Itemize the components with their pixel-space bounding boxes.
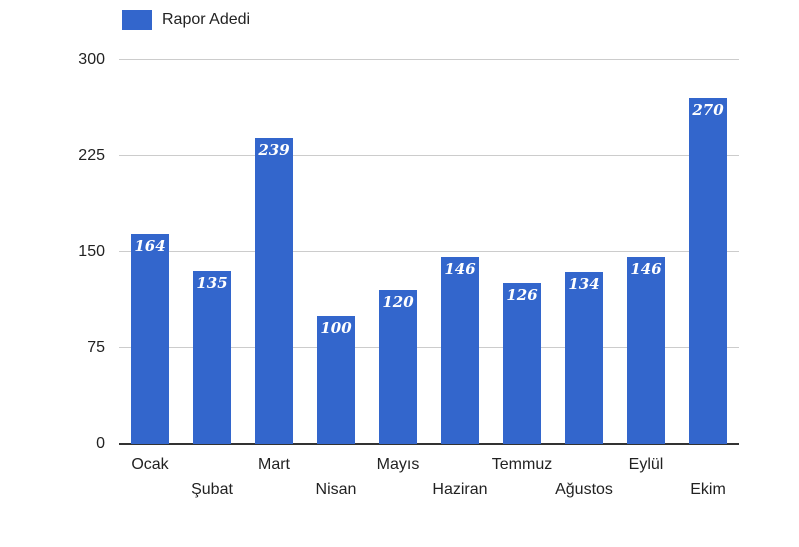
x-axis-label-mart: Mart	[258, 456, 290, 473]
x-axis-label-ekim: Ekim	[690, 481, 726, 498]
bar-eylül[interactable]: 146	[627, 257, 665, 444]
bar-value-label: 164	[134, 237, 166, 256]
bar-value-label: 120	[382, 293, 414, 312]
bar-ocak[interactable]: 164	[131, 234, 169, 444]
bar-value-label: 126	[506, 285, 538, 304]
bar-value-label: 100	[320, 319, 352, 337]
bar-ağustos[interactable]: 134	[565, 272, 603, 444]
bar-mayıs[interactable]: 120	[379, 290, 417, 444]
bar-nisan[interactable]: 100	[317, 316, 355, 444]
x-axis-label-ocak: Ocak	[131, 456, 169, 473]
legend-swatch-icon	[122, 9, 152, 30]
bar-value-label: 270	[692, 101, 724, 120]
bar-value-label: 146	[444, 260, 476, 279]
gridline	[119, 251, 739, 252]
bar-mart[interactable]: 239	[255, 138, 293, 444]
y-axis-tick-label: 150	[78, 243, 105, 260]
bar-value-label: 134	[568, 275, 600, 294]
y-axis-tick-label: 0	[96, 435, 105, 452]
x-axis-label-haziran: Haziran	[432, 481, 488, 498]
bar-temmuz[interactable]: 126	[503, 282, 541, 444]
y-axis-tick-label: 225	[78, 147, 105, 164]
x-axis-label-mayıs: Mayıs	[376, 456, 420, 473]
y-axis-tick-label: 300	[78, 51, 105, 68]
legend-label: Rapor Adedi	[162, 10, 251, 28]
plot-area: 0 75 150 225 300 164 Ocak 135 Şubat 239 Mart 100 Nis…	[78, 52, 739, 498]
bar-haziran[interactable]: 146	[441, 257, 479, 444]
x-axis-label-ağustos: Ağustos	[555, 481, 613, 498]
gridline	[119, 347, 739, 348]
y-axis-tick-label: 75	[87, 339, 105, 356]
bar-value-label: 146	[630, 260, 662, 279]
bar-şubat[interactable]: 135	[193, 271, 231, 444]
bar-ekim[interactable]: 270	[689, 98, 727, 444]
chart-legend: Rapor Adedi	[122, 9, 250, 30]
x-axis-label-eylül: Eylül	[628, 456, 664, 473]
bar-value-label: 135	[196, 274, 228, 293]
x-axis-label-nisan: Nisan	[315, 481, 357, 498]
x-axis-label-temmuz: Temmuz	[491, 456, 553, 473]
bar-value-label: 239	[258, 141, 290, 160]
gridline	[119, 59, 739, 60]
x-axis-baseline	[119, 443, 739, 445]
gridline	[119, 155, 739, 156]
x-axis-label-şubat: Şubat	[191, 481, 233, 498]
